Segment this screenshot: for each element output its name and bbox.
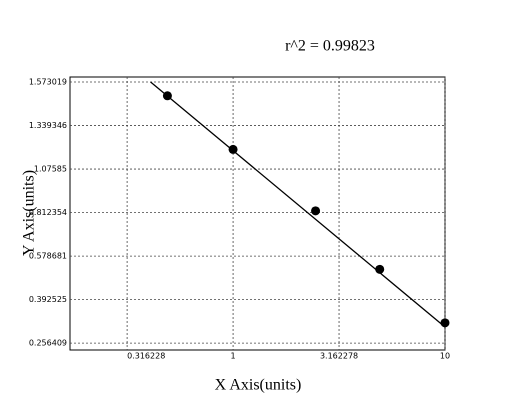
y-tick-label: 0.256409 [29,339,67,348]
x-tick-label: 0.316228 [127,352,165,361]
x-tick-label: 10 [440,352,450,361]
y-axis-label: Y Axis(units) [21,170,38,256]
data-point [375,264,385,274]
y-tick-label: 1.07585 [34,165,67,174]
x-tick-label: 1 [231,352,236,361]
plot-frame [69,76,446,351]
y-tick-label: 0.392525 [29,295,67,304]
data-point [162,91,172,101]
data-point [311,206,321,216]
data-point [228,144,238,154]
y-tick-label: 0.812354 [29,208,67,217]
x-tick-label: 3.162278 [320,352,358,361]
y-tick-label: 0.578681 [29,252,67,261]
x-axis-label: X Axis(units) [215,377,302,394]
fit-line [150,81,446,328]
y-tick-label: 1.573019 [29,78,67,87]
y-tick-label: 1.339346 [29,121,67,130]
data-point [440,318,450,328]
chart-title: r^2 = 0.99823 [285,38,375,55]
